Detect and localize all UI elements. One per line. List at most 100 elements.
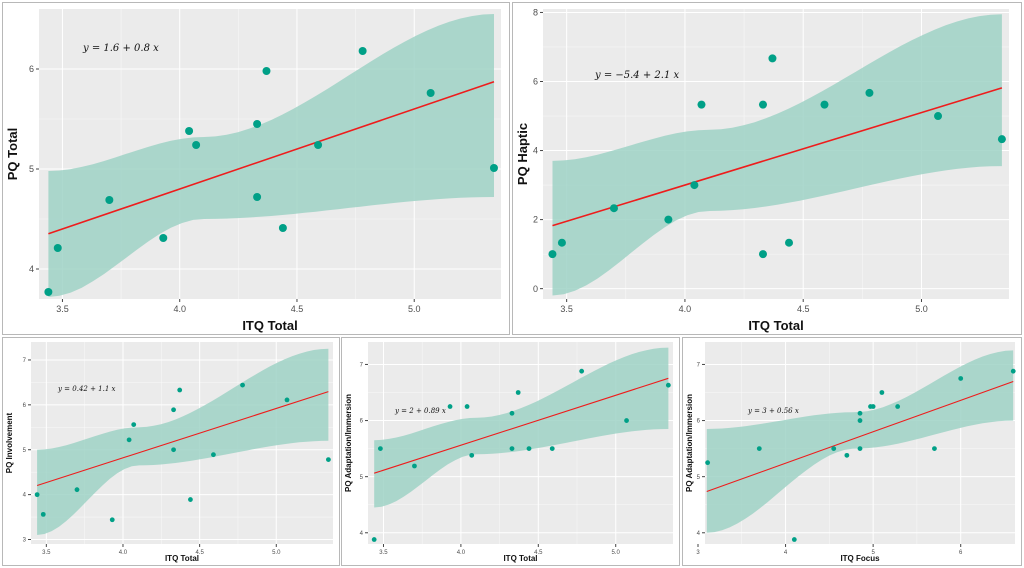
x-axis-label: ITQ Focus (840, 554, 880, 563)
x-tick-label: 4.5 (797, 304, 810, 314)
data-point (758, 250, 767, 259)
chart-pq-adaptation-itq-focus: 3 4 5 6 4 5 6 7 y = 3 + 0.56 x ITQ Focus PQ Adapta… (685, 342, 1016, 563)
data-point (865, 88, 874, 97)
x-tick-label: 4.5 (534, 550, 543, 556)
data-point (879, 390, 885, 395)
data-point (126, 437, 132, 443)
data-point (326, 457, 331, 463)
y-tick-label: 5 (697, 475, 701, 481)
data-point (756, 446, 762, 452)
x-tick-label: 4.5 (195, 550, 204, 556)
data-point (758, 100, 767, 109)
data-point (548, 250, 557, 259)
x-tick-label: 5 (871, 550, 875, 556)
data-point (188, 497, 193, 502)
data-point (314, 141, 323, 149)
y-tick-label: 7 (697, 363, 701, 369)
data-point (131, 422, 137, 427)
data-point (509, 446, 515, 452)
chart-pq-involvement: 3.5 4.0 4.5 5.0 3 4 5 6 7 y = 0.42 + 1.1 x ITQ Tot… (5, 342, 333, 563)
plot-panel-pq-adaptation-itq-focus: 3 4 5 6 4 5 6 7 y = 3 + 0.56 x ITQ Focus PQ Adapta… (682, 337, 1022, 566)
chart-pq-haptic: 3.5 4.0 4.5 5.0 0 2 4 6 8 y = −5.4 + 2.1 x ITQ Tot… (515, 8, 1009, 333)
y-tick-label: 6 (23, 403, 27, 409)
data-point (240, 382, 245, 388)
data-point (109, 517, 115, 523)
y-axis-label: PQ Adaptation/Immersion (685, 394, 694, 492)
data-point (171, 407, 176, 413)
data-point (464, 404, 470, 409)
data-point (857, 446, 863, 452)
data-point (609, 204, 618, 213)
x-tick-label: 5.0 (915, 304, 928, 314)
plot-panel-pq-adaptation-itq-total: 3.5 4.0 4.5 5.0 4 5 6 7 y = 2 + 0.89 x ITQ Total P… (341, 337, 680, 566)
x-tick-label: 6 (959, 550, 963, 556)
data-point (34, 492, 40, 498)
y-tick-label: 4 (23, 493, 27, 499)
y-tick-label: 2 (533, 215, 538, 225)
confidence-band (48, 14, 495, 297)
y-tick-label: 5 (29, 164, 34, 174)
regression-line (48, 81, 495, 235)
data-point (870, 404, 876, 409)
confidence-band (706, 350, 1014, 533)
chart-pq-adaptation-itq-total: 3.5 4.0 4.5 5.0 4 5 6 7 y = 2 + 0.89 x ITQ Total P… (344, 342, 673, 563)
regression-line (36, 391, 329, 486)
data-point (820, 100, 829, 109)
data-point (192, 141, 201, 149)
x-axis-label: ITQ Total (748, 318, 803, 333)
data-point (284, 397, 290, 403)
regression-equation: y = 2 + 0.89 x (394, 407, 446, 415)
data-point (624, 418, 629, 423)
data-point (549, 446, 555, 452)
y-tick-label: 6 (29, 64, 34, 74)
plot-panel-pq-involvement: 3.5 4.0 4.5 5.0 3 4 5 6 7 y = 0.42 + 1.1 x ITQ Tot… (2, 337, 340, 566)
data-point (185, 127, 194, 135)
data-point (1010, 368, 1016, 374)
x-tick-label: 5.0 (272, 550, 281, 556)
regression-equation: y = 1.6 + 0.8 x (82, 43, 159, 54)
y-tick-label: 5 (23, 448, 27, 454)
x-tick-label: 4.0 (173, 304, 186, 314)
x-axis-label: ITQ Total (503, 554, 537, 563)
plot-panel-pq-total: 3.5 4.0 4.5 5.0 4 5 6 y = 1.6 + 0.8 x ITQ Total P… (2, 2, 510, 335)
data-point (526, 446, 532, 452)
data-point (74, 487, 80, 493)
y-tick-label: 6 (360, 419, 364, 425)
data-point (768, 54, 777, 63)
y-tick-label: 7 (360, 363, 364, 369)
y-tick-label: 4 (360, 531, 364, 537)
data-point (895, 404, 901, 409)
y-tick-label: 0 (533, 284, 538, 294)
confidence-band (374, 347, 669, 508)
data-point (664, 215, 673, 224)
data-point (857, 418, 863, 423)
data-point (509, 410, 515, 416)
y-axis-label: PQ Involvement (5, 412, 14, 473)
y-axis-label: PQ Haptic (515, 123, 530, 185)
data-point (697, 100, 706, 109)
data-point (785, 238, 794, 247)
regression-line (552, 87, 1003, 227)
y-axis-label: PQ Total (5, 128, 20, 180)
y-tick-label: 3 (23, 538, 27, 544)
regression-line (706, 380, 1014, 492)
data-point (40, 511, 46, 517)
data-point (791, 537, 797, 542)
data-point (358, 47, 367, 55)
data-point (579, 368, 585, 374)
regression-equation: y = 3 + 0.56 x (747, 407, 799, 415)
x-tick-label: 3.5 (42, 550, 51, 556)
data-point (44, 288, 53, 296)
y-tick-label: 4 (533, 146, 538, 156)
data-point (844, 452, 850, 458)
data-point (53, 244, 62, 252)
data-point (371, 537, 377, 542)
x-tick-label: 3.5 (560, 304, 573, 314)
confidence-band (552, 14, 1002, 296)
y-tick-label: 6 (697, 419, 701, 425)
x-tick-label: 3.5 (56, 304, 69, 314)
data-point (469, 452, 475, 458)
y-tick-label: 4 (29, 264, 34, 274)
regression-line (374, 377, 669, 474)
data-point (690, 181, 699, 190)
